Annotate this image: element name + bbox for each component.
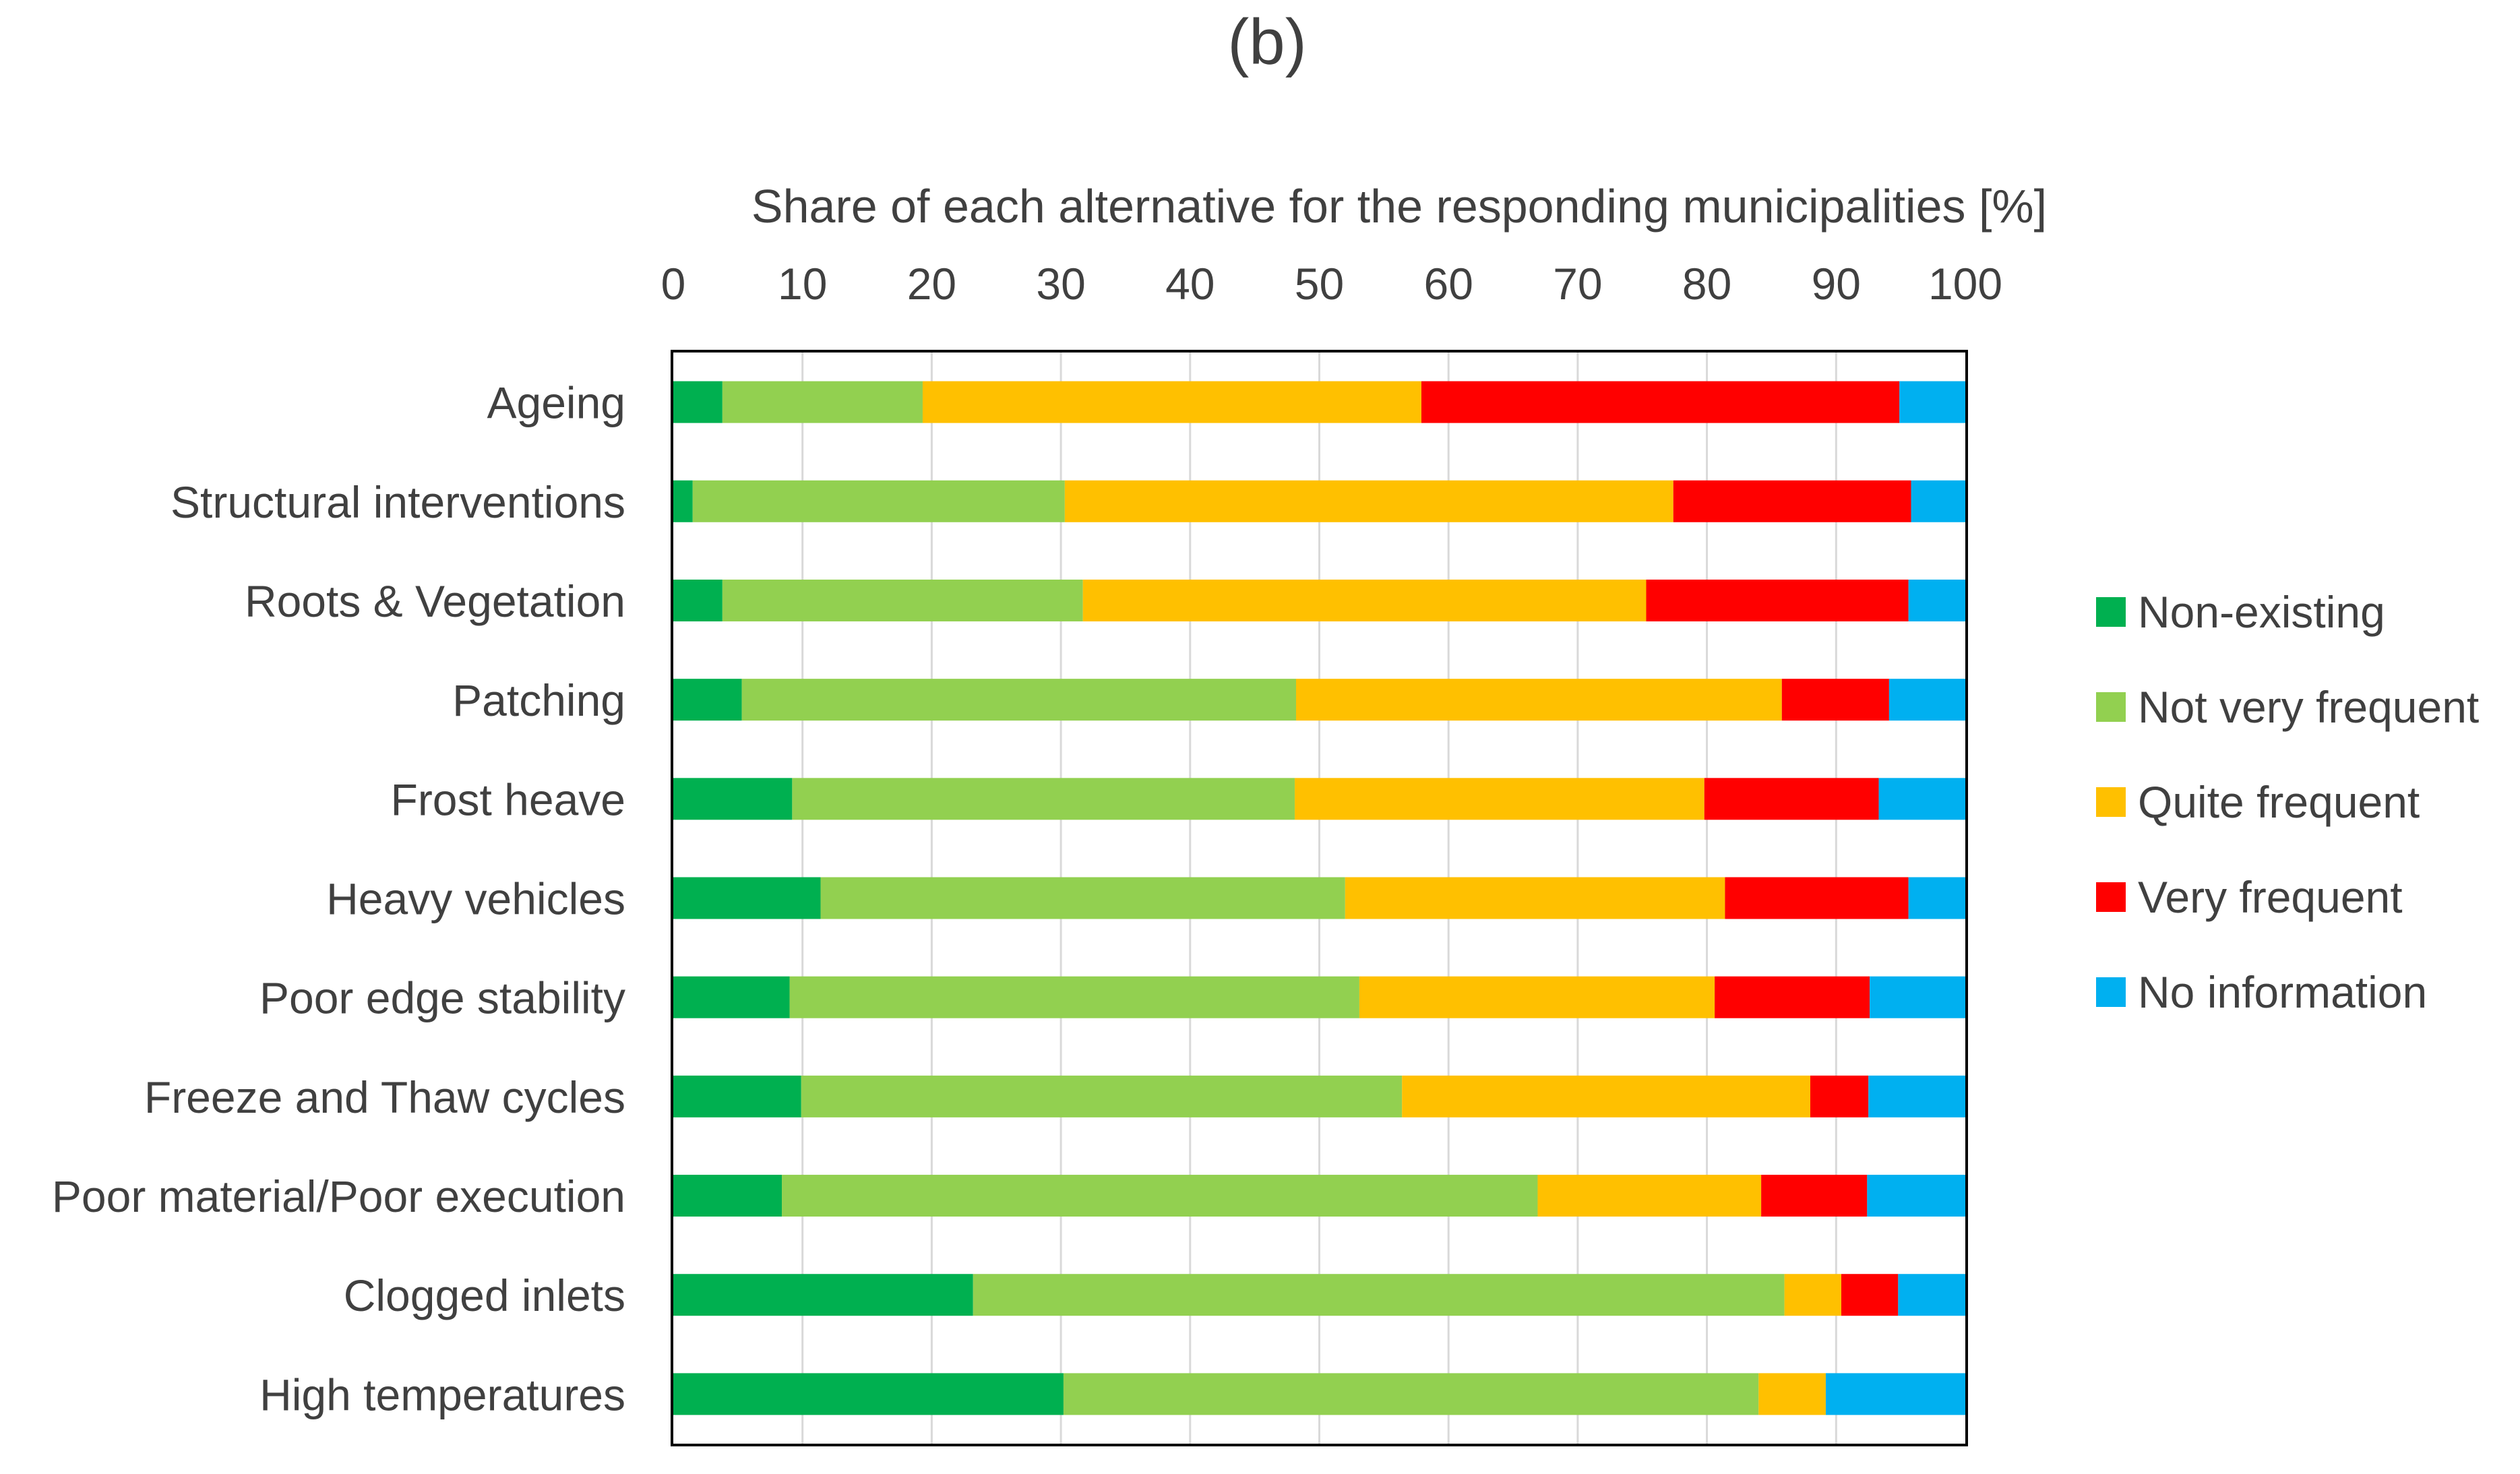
legend-swatch <box>2096 692 2126 722</box>
category-label: High temperatures <box>259 1370 625 1419</box>
x-axis-title: Share of each alternative for the respon… <box>751 180 2047 233</box>
bar-segment <box>741 679 1296 721</box>
legend-label: Not very frequent <box>2138 682 2479 732</box>
bar-segment <box>692 480 1065 522</box>
panel-label: (b) <box>1227 6 1306 78</box>
bar-segment <box>1899 381 1965 423</box>
bar-segment <box>1295 778 1704 820</box>
bar-segment <box>1870 976 1965 1018</box>
bar-segment <box>1841 1274 1899 1316</box>
category-label: Heavy vehicles <box>326 874 625 924</box>
bar-segment <box>1758 1373 1826 1415</box>
x-tick-label: 10 <box>778 259 827 309</box>
bar-segment <box>673 480 693 522</box>
x-tick-label: 0 <box>661 259 686 309</box>
bar-segment <box>782 1175 1538 1217</box>
bar-segment <box>1761 1175 1868 1217</box>
category-label: Patching <box>452 675 625 725</box>
bar-segment <box>1888 679 1965 721</box>
bar-segment <box>1867 1175 1965 1217</box>
bar-segment <box>1810 1075 1869 1117</box>
legend-swatch <box>2096 882 2126 912</box>
legend-label: No information <box>2138 967 2427 1017</box>
bar-segment <box>1715 976 1870 1018</box>
legend-swatch <box>2096 787 2126 817</box>
bar-segment <box>1781 679 1889 721</box>
bar-segment <box>673 1274 973 1316</box>
x-tick-label: 80 <box>1682 259 1731 309</box>
plot-area-border <box>671 350 1968 1446</box>
x-tick-label: 90 <box>1812 259 1861 309</box>
bar-segment <box>1063 1373 1759 1415</box>
x-tick-label: 30 <box>1036 259 1085 309</box>
bar-segment <box>792 778 1295 820</box>
x-tick-labels: 0 10 20 30 40 50 60 70 80 90 100 <box>661 259 2002 309</box>
bar-segment <box>673 877 821 919</box>
bar-segment <box>820 877 1345 919</box>
bar-segment <box>1402 1075 1810 1117</box>
bar-segment <box>1878 778 1965 820</box>
category-label: Ageing <box>487 378 625 428</box>
category-label: Structural interventions <box>171 477 625 527</box>
bar-segment <box>1908 877 1965 919</box>
bar-segment <box>673 579 723 621</box>
bar-segment <box>1908 579 1965 621</box>
x-tick-label: 40 <box>1165 259 1215 309</box>
bar-segment <box>1911 480 1965 522</box>
bar-segment <box>922 381 1421 423</box>
bar-segment <box>801 1075 1403 1117</box>
bar-segment <box>673 976 790 1018</box>
legend-label: Very frequent <box>2138 872 2403 922</box>
bar-segment <box>673 1373 1064 1415</box>
bar-segment <box>1295 679 1782 721</box>
bar-segment <box>1868 1075 1965 1117</box>
legend-swatch <box>2096 977 2126 1007</box>
bar-segment <box>673 778 793 820</box>
bar-segment <box>673 381 723 423</box>
x-tick-label: 60 <box>1423 259 1473 309</box>
category-labels: Ageing Structural interventions Roots & Ve… <box>52 378 625 1420</box>
bar-segment <box>1784 1274 1841 1316</box>
bar-segment <box>1359 976 1715 1018</box>
category-label: Freeze and Thaw cycles <box>144 1072 625 1122</box>
legend-swatch <box>2096 597 2126 627</box>
bar-segment <box>673 1175 782 1217</box>
category-label: Frost heave <box>391 774 626 824</box>
bar-segment <box>673 679 742 721</box>
category-label: Poor edge stability <box>259 973 625 1023</box>
legend-label: Quite frequent <box>2138 777 2420 827</box>
bar-segment <box>1725 877 1909 919</box>
bar-segment <box>1825 1373 1965 1415</box>
category-label: Roots & Vegetation <box>245 576 625 626</box>
bar-segment <box>1898 1274 1965 1316</box>
bar-segment <box>1537 1175 1762 1217</box>
bar-segment <box>1673 480 1911 522</box>
bar-segment <box>1345 877 1725 919</box>
bars <box>673 381 1965 1415</box>
bar-segment <box>1704 778 1879 820</box>
category-label: Clogged inlets <box>344 1270 625 1320</box>
legend-label: Non-existing <box>2138 587 2385 637</box>
legend: Non-existing Not very frequent Quite frequ… <box>2096 587 2479 1017</box>
x-tick-label: 20 <box>907 259 956 309</box>
bar-segment <box>673 1075 801 1117</box>
bar-segment <box>722 381 923 423</box>
bar-segment <box>789 976 1359 1018</box>
bar-segment <box>1064 480 1673 522</box>
x-tick-label: 100 <box>1928 259 2002 309</box>
bar-segment <box>1082 579 1647 621</box>
x-tick-label: 70 <box>1553 259 1602 309</box>
bar-segment <box>973 1274 1785 1316</box>
bar-segment <box>1646 579 1909 621</box>
category-label: Poor material/Poor execution <box>52 1171 625 1221</box>
bar-segment <box>1421 381 1900 423</box>
x-tick-label: 50 <box>1295 259 1344 309</box>
bar-segment <box>722 579 1083 621</box>
